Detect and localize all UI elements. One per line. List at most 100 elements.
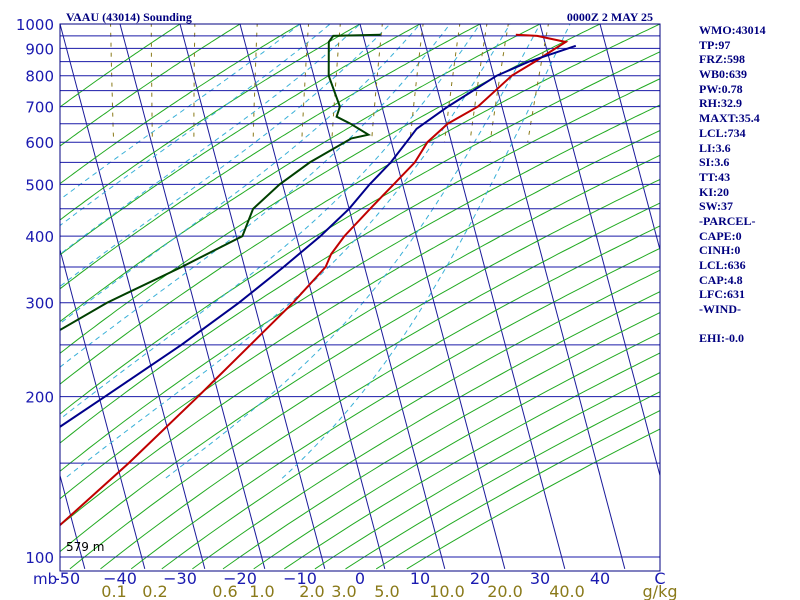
index-item: CAPE:0 (699, 228, 742, 243)
mixing-ratio-line (527, 24, 549, 143)
dry-adiabat-line (60, 129, 660, 500)
index-item: MAXT:35.4 (699, 111, 760, 126)
mixing-ratio-label: 1.0 (249, 582, 274, 600)
temperature-tick-label: 0 (355, 569, 365, 588)
dewpoint-line (60, 33, 381, 332)
chart-title: VAAU (43014) Sounding (66, 10, 192, 24)
dry-adiabat-line (60, 24, 660, 385)
index-item: LCL:636 (699, 258, 746, 272)
dry-adiabat-line (222, 311, 660, 570)
moist-adiabat-line (60, 24, 331, 227)
mixing-ratio-line (331, 24, 341, 143)
index-item: PW:0.78 (699, 81, 743, 96)
mixing-ratio-line (489, 24, 509, 143)
temperature-tick-label: 40 (590, 569, 610, 588)
temperature-tick-label: −40 (103, 569, 137, 588)
isotherm-line (0, 13, 25, 569)
dry-adiabat-line (60, 24, 602, 354)
mixing-ratio-label: 10.0 (429, 582, 465, 600)
dry-adiabat-line (60, 24, 542, 323)
index-item: -PARCEL- (699, 213, 756, 228)
dry-adiabat-line (60, 24, 482, 290)
isotherm-line (119, 24, 266, 570)
index-item (699, 317, 766, 332)
index-item: WMO:43014 (699, 23, 766, 37)
mixing-ratio-lines (110, 24, 549, 143)
index-item: LI:3.6 (699, 140, 731, 155)
moist-adiabat-line (60, 24, 361, 255)
index-item: TT:43 (699, 169, 731, 184)
mixing-ratio-line (409, 24, 424, 143)
mixing-ratio-label: 3.0 (331, 582, 356, 600)
mixing-ratio-label: 20.0 (487, 582, 523, 600)
pressure-tick-label: 600 (25, 134, 54, 152)
pressure-tick-label: 500 (25, 176, 54, 194)
index-item: TP:97 (699, 37, 731, 52)
plot-area (0, 13, 660, 570)
mixing-ratio-line (193, 24, 196, 143)
mixing-ratio-label: 5.0 (374, 582, 399, 600)
index-item: CAP:4.8 (699, 272, 743, 287)
dry-adiabat-line (60, 24, 301, 185)
mixing-ratio-line (469, 24, 488, 143)
mixing-ratio-unit-label: g/kg (643, 582, 678, 600)
index-item: CINH:0 (699, 243, 741, 258)
moist-adiabat-line (60, 24, 301, 201)
temperature-tick-label: 10 (410, 569, 430, 588)
mixing-ratio-line (110, 24, 115, 143)
mixing-ratio-label: 0.1 (101, 582, 126, 600)
temperature-tick-label: 20 (470, 569, 490, 588)
isotherm-line (539, 24, 660, 478)
temperature-tick-label: C (654, 569, 665, 588)
chart-time: 0000Z 2 MAY 25 (567, 10, 653, 24)
dry-adiabat-line (60, 78, 660, 444)
mixing-ratio-label: 40.0 (549, 582, 585, 600)
dry-adiabat-line (60, 24, 181, 108)
sounding-series (60, 33, 577, 527)
isotherm-line (60, 247, 146, 570)
dry-adiabat-line (60, 51, 660, 415)
dry-adiabat-line (100, 225, 660, 570)
isotherm-line (179, 24, 326, 570)
mixing-ratio-line (444, 24, 461, 143)
pressure-tick-label: 400 (25, 228, 54, 246)
dry-adiabat-lines (60, 24, 660, 570)
temperature-line (60, 33, 569, 527)
isobar-lines (60, 24, 660, 558)
index-item: SW:37 (699, 199, 734, 214)
sounding-indices-panel: WMO:43014 TP:97 FRZ:598 WB0:639 PW:0.78 RH:32… (699, 23, 766, 346)
index-item: RH:32.9 (699, 96, 742, 111)
index-item: FRZ:598 (699, 52, 745, 67)
dry-adiabat-line (60, 24, 241, 147)
isotherm-line (479, 24, 626, 570)
index-item: SI:3.6 (699, 155, 730, 170)
temperature-tick-label: -50 (54, 569, 80, 588)
isotherm-line (599, 24, 660, 252)
temperature-tick-label: −30 (163, 569, 197, 588)
parcel-line (60, 44, 577, 428)
dry-adiabat-line (60, 104, 660, 472)
mixing-ratio-label: 2.0 (299, 582, 324, 600)
pressure-tick-label: 1000 (16, 16, 54, 34)
mixing-ratio-label: 0.6 (212, 582, 237, 600)
temperature-tick-label: −10 (283, 569, 317, 588)
temperature-tick-label: 30 (530, 569, 550, 588)
plot-frame (59, 23, 661, 572)
mixing-ratio-line (301, 24, 310, 143)
pressure-tick-label: 200 (25, 389, 54, 407)
pressure-tick-label: 900 (25, 40, 54, 58)
dry-adiabat-line (253, 332, 660, 570)
pressure-tick-label: 700 (25, 99, 54, 117)
index-item: LFC:631 (699, 287, 745, 302)
dry-adiabat-line (60, 24, 361, 221)
dry-adiabat-line (60, 154, 660, 527)
pressure-tick-label: 100 (25, 549, 54, 567)
moist-adiabat-line (63, 24, 511, 480)
index-item: KI:20 (699, 184, 729, 199)
isotherm-line (239, 24, 386, 570)
index-item: EHI:-0.0 (699, 331, 744, 346)
dry-adiabat-line (161, 269, 660, 570)
index-item: WB0:639 (699, 67, 747, 82)
